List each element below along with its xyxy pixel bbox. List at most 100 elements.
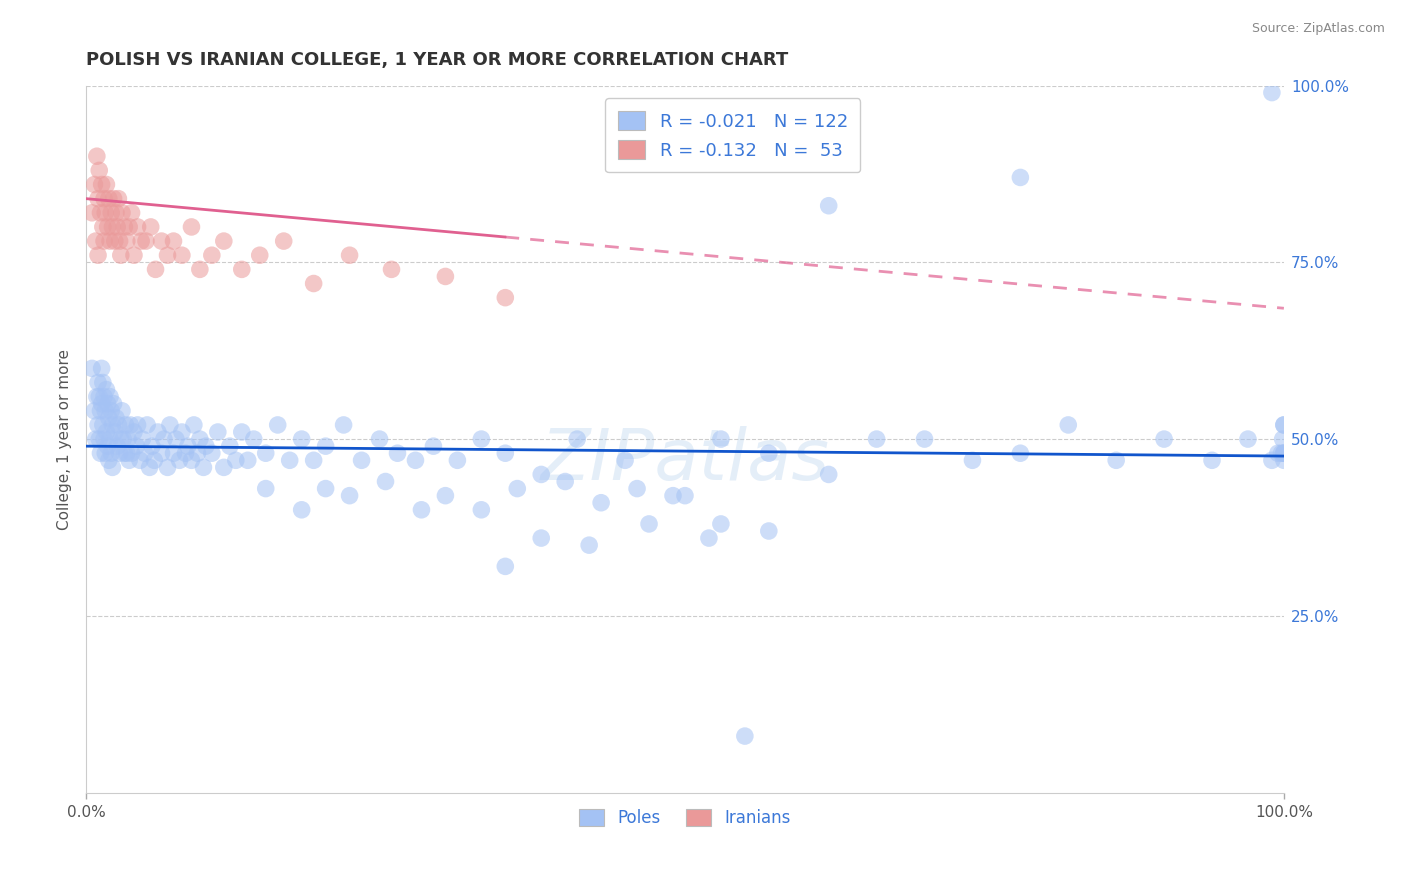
Point [101, 219, 124, 234]
Point [125, 439, 148, 453]
Point [188, 432, 211, 446]
Point [90, 178, 112, 192]
Point [530, 531, 553, 545]
Point [194, 439, 217, 453]
Point [315, 482, 337, 496]
Point [105, 439, 128, 453]
Point [110, 432, 132, 446]
Point [118, 219, 141, 234]
Point [136, 417, 159, 432]
Point [169, 453, 191, 467]
Point [112, 446, 135, 460]
Point [87, 417, 110, 432]
Point [278, 453, 301, 467]
Point [254, 482, 277, 496]
Point [212, 460, 235, 475]
Point [494, 559, 516, 574]
Point [159, 417, 181, 432]
Point [104, 234, 127, 248]
Point [422, 439, 444, 453]
Point [1272, 453, 1295, 467]
Point [506, 482, 529, 496]
Point [98, 390, 121, 404]
Point [131, 432, 153, 446]
Point [105, 206, 128, 220]
Point [170, 248, 193, 262]
Point [193, 460, 215, 475]
Point [108, 446, 131, 460]
Point [150, 234, 173, 248]
Point [91, 219, 114, 234]
Point [89, 446, 111, 460]
Point [662, 489, 685, 503]
Point [170, 425, 193, 439]
Point [93, 192, 115, 206]
Point [105, 410, 128, 425]
Point [697, 531, 720, 545]
Point [89, 432, 111, 446]
Point [212, 234, 235, 248]
Legend: Poles, Iranians: Poles, Iranians [572, 802, 797, 834]
Point [80, 361, 103, 376]
Point [94, 206, 117, 220]
Point [350, 453, 373, 467]
Point [1153, 432, 1175, 446]
Point [97, 397, 120, 411]
Point [87, 192, 110, 206]
Point [100, 404, 122, 418]
Point [201, 446, 224, 460]
Y-axis label: College, 1 year or more: College, 1 year or more [58, 349, 72, 530]
Point [97, 453, 120, 467]
Point [153, 432, 176, 446]
Point [103, 192, 125, 206]
Point [530, 467, 553, 482]
Point [1267, 446, 1289, 460]
Point [758, 524, 780, 538]
Point [339, 489, 361, 503]
Point [231, 262, 253, 277]
Point [207, 425, 229, 439]
Point [122, 248, 145, 262]
Text: POLISH VS IRANIAN COLLEGE, 1 YEAR OR MORE CORRELATION CHART: POLISH VS IRANIAN COLLEGE, 1 YEAR OR MOR… [86, 51, 789, 69]
Text: ZIPatlas: ZIPatlas [540, 425, 830, 495]
Point [91, 417, 114, 432]
Point [1237, 432, 1260, 446]
Point [117, 432, 139, 446]
Point [434, 489, 457, 503]
Point [254, 446, 277, 460]
Point [638, 516, 661, 531]
Point [101, 460, 124, 475]
Point [101, 417, 124, 432]
Point [411, 503, 433, 517]
Point [118, 453, 141, 467]
Point [1272, 417, 1295, 432]
Point [103, 397, 125, 411]
Point [962, 453, 984, 467]
Point [567, 432, 589, 446]
Point [83, 404, 105, 418]
Point [470, 432, 492, 446]
Point [104, 425, 127, 439]
Point [84, 234, 107, 248]
Point [89, 390, 111, 404]
Point [91, 376, 114, 390]
Point [1271, 432, 1294, 446]
Point [180, 453, 202, 467]
Point [94, 404, 117, 418]
Point [404, 453, 426, 467]
Point [89, 163, 111, 178]
Point [434, 269, 457, 284]
Point [225, 453, 247, 467]
Point [758, 446, 780, 460]
Point [368, 432, 391, 446]
Point [110, 248, 132, 262]
Point [122, 425, 145, 439]
Point [446, 453, 468, 467]
Point [710, 432, 733, 446]
Point [100, 446, 122, 460]
Point [1010, 170, 1032, 185]
Point [156, 460, 179, 475]
Point [315, 439, 337, 453]
Point [177, 439, 200, 453]
Point [1272, 446, 1295, 460]
